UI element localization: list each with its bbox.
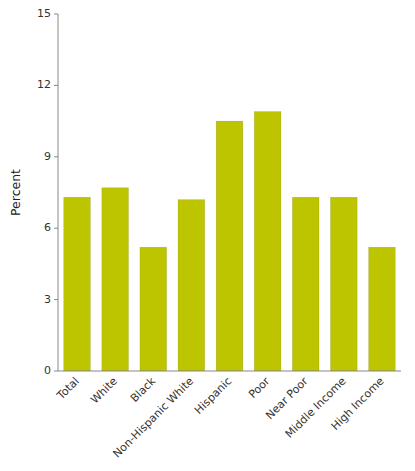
bar: [330, 197, 357, 371]
bar: [254, 112, 281, 371]
y-tick-label: 0: [44, 364, 51, 377]
bar: [178, 200, 205, 371]
bar: [64, 197, 91, 371]
y-tick-label: 12: [37, 78, 51, 91]
x-tick-label: Total: [54, 375, 82, 403]
y-tick-label: 3: [44, 293, 51, 306]
y-axis-label: Percent: [8, 169, 23, 216]
bar: [216, 121, 243, 371]
chart: 0 3 6 9 12 15 TotalWhite BlackNon-Hispanic Whit…: [0, 0, 415, 471]
y-tick-label: 15: [37, 7, 51, 20]
chart-container: 0 3 6 9 12 15 TotalWhite BlackNon-Hispanic Whit…: [0, 0, 415, 471]
y-tick-label: 6: [44, 221, 51, 234]
y-axis-line: [58, 14, 59, 371]
y-tick: [54, 85, 58, 86]
x-axis-line: [58, 371, 401, 372]
axes: 0 3 6 9 12 15 TotalWhite BlackNon-Hispanic Whit…: [37, 7, 401, 460]
bar: [369, 247, 396, 371]
bar: [140, 247, 167, 371]
x-tick-label: High Income: [329, 374, 387, 432]
y-tick: [54, 299, 58, 300]
bar: [292, 197, 319, 371]
y-tick-label: 9: [44, 150, 51, 163]
bar: [102, 188, 129, 371]
y-tick: [54, 156, 58, 157]
y-tick: [54, 371, 58, 372]
bars: [64, 112, 396, 371]
y-tick: [54, 228, 58, 229]
x-tick-label: White: [88, 374, 120, 406]
y-tick: [54, 14, 58, 15]
x-tick-label: Non-Hispanic White: [110, 374, 196, 460]
x-tick-label: Poor: [246, 374, 273, 401]
x-tick-label: Hispanic: [192, 375, 234, 417]
x-tick-label: Black: [128, 374, 159, 405]
